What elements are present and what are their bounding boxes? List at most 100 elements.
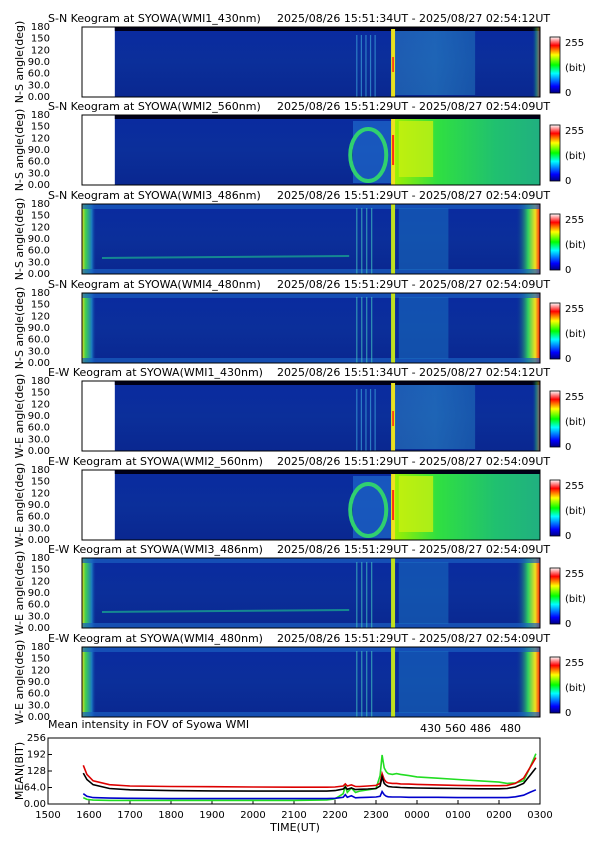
colorbar-max: 255 bbox=[565, 215, 584, 226]
keogram-y-tick-label: 30.0 bbox=[28, 523, 50, 534]
keogram-y-tick-label: 90.0 bbox=[28, 323, 50, 334]
keogram-y-tick-label: 90.0 bbox=[28, 500, 50, 511]
keogram-y-tick-label: 30.0 bbox=[28, 611, 50, 622]
keogram-y-tick-label: 120 bbox=[31, 45, 50, 56]
colorbar-unit: (bit) bbox=[565, 594, 586, 605]
colorbar-unit: (bit) bbox=[565, 506, 586, 517]
keogram-y-tick-label: 120 bbox=[31, 576, 50, 587]
keogram-image bbox=[82, 27, 540, 97]
keogram-image bbox=[82, 293, 540, 363]
colorbar-min: 0 bbox=[565, 708, 571, 719]
keogram-time-range: 2025/08/26 15:51:29UT - 2025/08/27 02:54… bbox=[277, 278, 550, 291]
chart-x-tick-label: 2100 bbox=[281, 810, 306, 821]
keogram-panel: S-N Keogram at SYOWA(WMI3_486nm) 2025/08/… bbox=[13, 189, 586, 280]
colorbar: 255 (bit) 0 bbox=[549, 390, 586, 453]
keogram-image bbox=[82, 115, 540, 185]
keogram-y-tick-label: 180 bbox=[31, 22, 50, 33]
chart-x-tick-label: 1900 bbox=[199, 810, 224, 821]
keogram-y-axis-label: N-S angle(deg) bbox=[13, 287, 26, 370]
keogram-image bbox=[82, 470, 540, 540]
keogram-y-tick-label: 30.0 bbox=[28, 80, 50, 91]
keogram-y-tick-label: 0.00 bbox=[28, 92, 50, 103]
keogram-title: E-W Keogram at SYOWA(WMI1_430nm) bbox=[48, 366, 263, 379]
chart-x-tick-label: 1500 bbox=[35, 810, 60, 821]
colorbar-min: 0 bbox=[565, 265, 571, 276]
keogram-image bbox=[82, 381, 540, 451]
keogram-y-tick-label: 60.0 bbox=[28, 423, 50, 434]
keogram-y-tick-label: 120 bbox=[31, 665, 50, 676]
keogram-y-tick-label: 0.00 bbox=[28, 358, 50, 369]
keogram-y-axis-label: W-E angle(deg) bbox=[13, 640, 26, 725]
keogram-y-tick-label: 90.0 bbox=[28, 411, 50, 422]
chart-frame bbox=[47, 737, 541, 805]
keogram-panel: E-W Keogram at SYOWA(WMI3_486nm) 2025/08/… bbox=[13, 543, 586, 635]
keogram-y-tick-label: 180 bbox=[31, 288, 50, 299]
keogram-y-tick-label: 180 bbox=[31, 376, 50, 387]
keogram-time-range: 2025/08/26 15:51:29UT - 2025/08/27 02:54… bbox=[277, 632, 550, 645]
colorbar-max: 255 bbox=[565, 658, 584, 669]
keogram-y-tick-label: 30.0 bbox=[28, 434, 50, 445]
colorbar-unit: (bit) bbox=[565, 329, 586, 340]
colorbar-min: 0 bbox=[565, 531, 571, 542]
keogram-panel: S-N Keogram at SYOWA(WMI1_430nm) 2025/08/… bbox=[13, 12, 586, 103]
chart-x-tick-label: 1700 bbox=[117, 810, 142, 821]
chart-y-tick-label: 0.00 bbox=[24, 799, 46, 810]
keogram-y-tick-label: 60.0 bbox=[28, 689, 50, 700]
keogram-y-tick-label: 90.0 bbox=[28, 234, 50, 245]
keogram-y-tick-label: 90.0 bbox=[28, 677, 50, 688]
legend-label: 486 bbox=[470, 722, 491, 735]
keogram-y-tick-label: 180 bbox=[31, 110, 50, 121]
keogram-panel: S-N Keogram at SYOWA(WMI2_560nm) 2025/08/… bbox=[13, 100, 586, 191]
colorbar: 255 (bit) 0 bbox=[549, 479, 586, 542]
chart-x-tick-label: 1600 bbox=[76, 810, 101, 821]
keogram-time-range: 2025/08/26 15:51:34UT - 2025/08/27 02:54… bbox=[277, 12, 550, 25]
colorbar-unit: (bit) bbox=[565, 151, 586, 162]
chart-x-tick-label: 0100 bbox=[445, 810, 470, 821]
keogram-y-tick-label: 120 bbox=[31, 311, 50, 322]
keogram-time-range: 2025/08/26 15:51:29UT - 2025/08/27 02:54… bbox=[277, 100, 550, 113]
keogram-panel: E-W Keogram at SYOWA(WMI4_480nm) 2025/08/… bbox=[13, 632, 586, 724]
colorbar-unit: (bit) bbox=[565, 63, 586, 74]
keogram-y-tick-label: 90.0 bbox=[28, 57, 50, 68]
chart-x-tick-label: 0300 bbox=[527, 810, 552, 821]
keogram-title: E-W Keogram at SYOWA(WMI3_486nm) bbox=[48, 543, 263, 556]
keogram-y-tick-label: 30.0 bbox=[28, 700, 50, 711]
keogram-y-tick-label: 150 bbox=[31, 122, 50, 133]
keogram-y-tick-label: 120 bbox=[31, 222, 50, 233]
keogram-y-tick-label: 60.0 bbox=[28, 600, 50, 611]
colorbar: 255 (bit) 0 bbox=[549, 302, 586, 365]
keogram-y-tick-label: 150 bbox=[31, 211, 50, 222]
colorbar: 255 (bit) 0 bbox=[549, 656, 586, 719]
keogram-y-tick-label: 60.0 bbox=[28, 512, 50, 523]
keogram-title: S-N Keogram at SYOWA(WMI1_430nm) bbox=[48, 12, 261, 25]
keogram-y-tick-label: 150 bbox=[31, 477, 50, 488]
chart-x-tick-label: 1800 bbox=[158, 810, 183, 821]
keogram-y-axis-label: N-S angle(deg) bbox=[13, 21, 26, 104]
chart-y-tick-label: 192 bbox=[27, 750, 46, 761]
keogram-title: S-N Keogram at SYOWA(WMI3_486nm) bbox=[48, 189, 261, 202]
keogram-y-tick-label: 60.0 bbox=[28, 157, 50, 168]
keogram-y-tick-label: 0.00 bbox=[28, 446, 50, 457]
colorbar-max: 255 bbox=[565, 38, 584, 49]
keogram-y-tick-label: 150 bbox=[31, 300, 50, 311]
keogram-y-tick-label: 0.00 bbox=[28, 535, 50, 546]
series-line-486 bbox=[82, 757, 537, 789]
keogram-y-tick-label: 150 bbox=[31, 654, 50, 665]
colorbar-unit: (bit) bbox=[565, 683, 586, 694]
chart-x-tick-label: 0200 bbox=[486, 810, 511, 821]
chart-x-tick-label: 2200 bbox=[322, 810, 347, 821]
keogram-y-tick-label: 90.0 bbox=[28, 588, 50, 599]
colorbar-max: 255 bbox=[565, 392, 584, 403]
keogram-y-tick-label: 0.00 bbox=[28, 269, 50, 280]
chart-y-tick-label: 256 bbox=[27, 733, 46, 744]
keogram-y-axis-label: W-E angle(deg) bbox=[13, 463, 26, 548]
keogram-image bbox=[82, 558, 540, 628]
chart-y-axis-label: MEAN(BIT) bbox=[13, 742, 26, 800]
chart-x-axis-label: TIME(UT) bbox=[269, 821, 320, 834]
legend-label: 430 bbox=[420, 722, 441, 735]
keogram-y-tick-label: 180 bbox=[31, 553, 50, 564]
keogram-y-tick-label: 0.00 bbox=[28, 623, 50, 634]
keogram-y-tick-label: 0.00 bbox=[28, 180, 50, 191]
colorbar-min: 0 bbox=[565, 88, 571, 99]
